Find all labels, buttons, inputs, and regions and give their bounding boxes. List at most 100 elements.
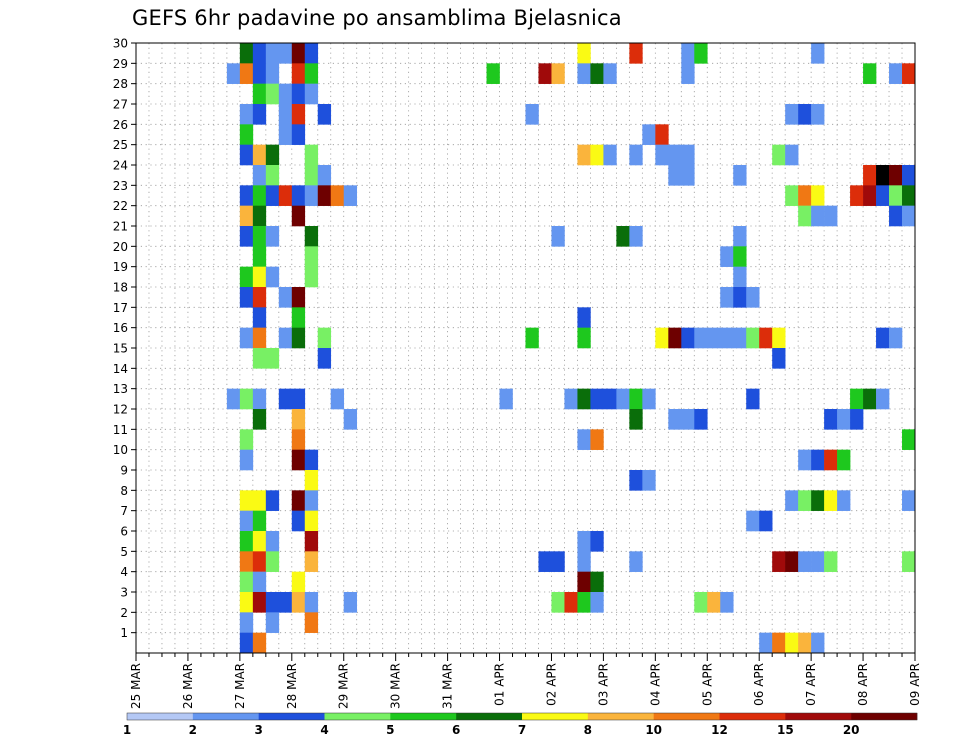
x-tick-label: 27 MAR	[233, 663, 247, 709]
heatmap-cell	[317, 185, 332, 206]
heatmap-cell	[239, 205, 254, 227]
heatmap-cell	[902, 429, 916, 450]
y-tick-label: 30	[113, 37, 128, 51]
heatmap-cell	[733, 327, 747, 349]
y-tick-label: 10	[113, 443, 128, 457]
colorbar-swatch	[851, 713, 918, 720]
y-tick-label: 28	[113, 77, 128, 91]
heatmap-cell	[291, 571, 306, 593]
heatmap-cell	[304, 551, 319, 572]
x-tick-label: 04 APR	[648, 663, 662, 706]
heatmap-cell	[798, 185, 812, 206]
heatmap-cell	[239, 490, 254, 511]
heatmap-cell	[863, 165, 877, 186]
y-tick-label: 23	[113, 179, 128, 193]
heatmap-cell	[239, 551, 254, 572]
colorbar: 1 2 3 4 5 6 7 8 10 12 15 20	[123, 712, 918, 737]
heatmap-cell	[655, 124, 669, 145]
y-tick-label: 19	[113, 260, 128, 274]
heatmap-cell	[291, 510, 306, 532]
heatmap-cell	[772, 327, 786, 349]
y-tick-label: 21	[113, 220, 128, 234]
heatmap-cell	[759, 327, 773, 349]
heatmap-cell	[577, 307, 591, 328]
heatmap-cell	[265, 144, 280, 166]
heatmap-cell	[252, 144, 267, 166]
heatmap-cell	[577, 592, 591, 613]
heatmap-cell	[629, 409, 643, 430]
heatmap-cell	[850, 185, 864, 206]
heatmap-cell	[876, 165, 890, 186]
heatmap-cell	[577, 144, 591, 166]
heatmap-cell	[681, 63, 695, 84]
heatmap-cell	[824, 551, 838, 572]
heatmap-cell	[785, 551, 799, 572]
y-tick-label: 9	[120, 464, 128, 478]
heatmap-cell	[304, 449, 319, 471]
heatmap-cell	[239, 226, 254, 247]
heatmap-cell	[798, 104, 812, 125]
heatmap-cell	[239, 429, 254, 450]
heatmap-cell	[304, 490, 319, 511]
heatmap-cell	[291, 307, 306, 328]
heatmap-cell	[304, 612, 319, 633]
heatmap-cell	[733, 266, 747, 288]
heatmap-cell	[681, 165, 695, 186]
heatmap-cell	[590, 388, 604, 410]
heatmap-cell	[525, 104, 539, 125]
x-tick-label: 09 APR	[908, 663, 922, 706]
heatmap-cell	[239, 388, 254, 410]
heatmap-cell	[265, 490, 280, 511]
heatmap-cell	[733, 287, 747, 308]
heatmap-cell	[629, 43, 643, 64]
colorbar-swatch	[192, 713, 259, 720]
heatmap-cell	[265, 185, 280, 206]
heatmap-cell	[551, 551, 565, 572]
heatmap-cell	[863, 185, 877, 206]
y-tick-label: 22	[113, 199, 128, 213]
heatmap-cell	[590, 592, 604, 613]
heatmap-cell	[629, 388, 643, 410]
colorbar-label: 8	[584, 723, 592, 737]
heatmap-cell	[785, 104, 799, 125]
heatmap-cell	[902, 551, 916, 572]
colorbar-swatch	[719, 713, 786, 720]
heatmap-cell	[642, 470, 656, 491]
heatmap-cell	[252, 63, 267, 84]
heatmap-cell	[278, 327, 293, 349]
heatmap-cell	[564, 592, 578, 613]
y-tick-label: 26	[113, 118, 128, 132]
heatmap-cell	[486, 63, 500, 84]
heatmap-cell	[850, 388, 864, 410]
heatmap-cell	[551, 592, 565, 613]
heatmap-cell	[837, 490, 851, 511]
heatmap-cell	[291, 429, 306, 450]
heatmap-cell	[876, 388, 890, 410]
heatmap-cell	[226, 63, 241, 84]
heatmap-cell	[863, 63, 877, 84]
heatmap-cell	[239, 632, 254, 654]
heatmap-cell	[252, 43, 267, 64]
heatmap-cell	[304, 165, 319, 186]
heatmap-cell	[720, 287, 734, 308]
heatmap-cell	[252, 165, 267, 186]
heatmap-cell	[278, 185, 293, 206]
heatmap-cell	[291, 124, 306, 145]
heatmap-cell	[304, 592, 319, 613]
heatmap-cell	[317, 104, 332, 125]
heatmap-cell	[525, 327, 539, 349]
heatmap-cell	[252, 632, 267, 654]
heatmap-cell	[291, 592, 306, 613]
heatmap-cell	[772, 348, 786, 369]
heatmap-cell	[239, 327, 254, 349]
heatmap-cell	[265, 612, 280, 633]
heatmap-cell	[746, 388, 760, 410]
y-tick-label: 14	[113, 362, 128, 376]
heatmap-cell	[239, 63, 254, 84]
heatmap-cell	[265, 266, 280, 288]
heatmap-cell	[850, 409, 864, 430]
heatmap-cell	[239, 612, 254, 633]
heatmap-cell	[642, 124, 656, 145]
heatmap-cell	[668, 144, 682, 166]
heatmap-cell	[291, 185, 306, 206]
